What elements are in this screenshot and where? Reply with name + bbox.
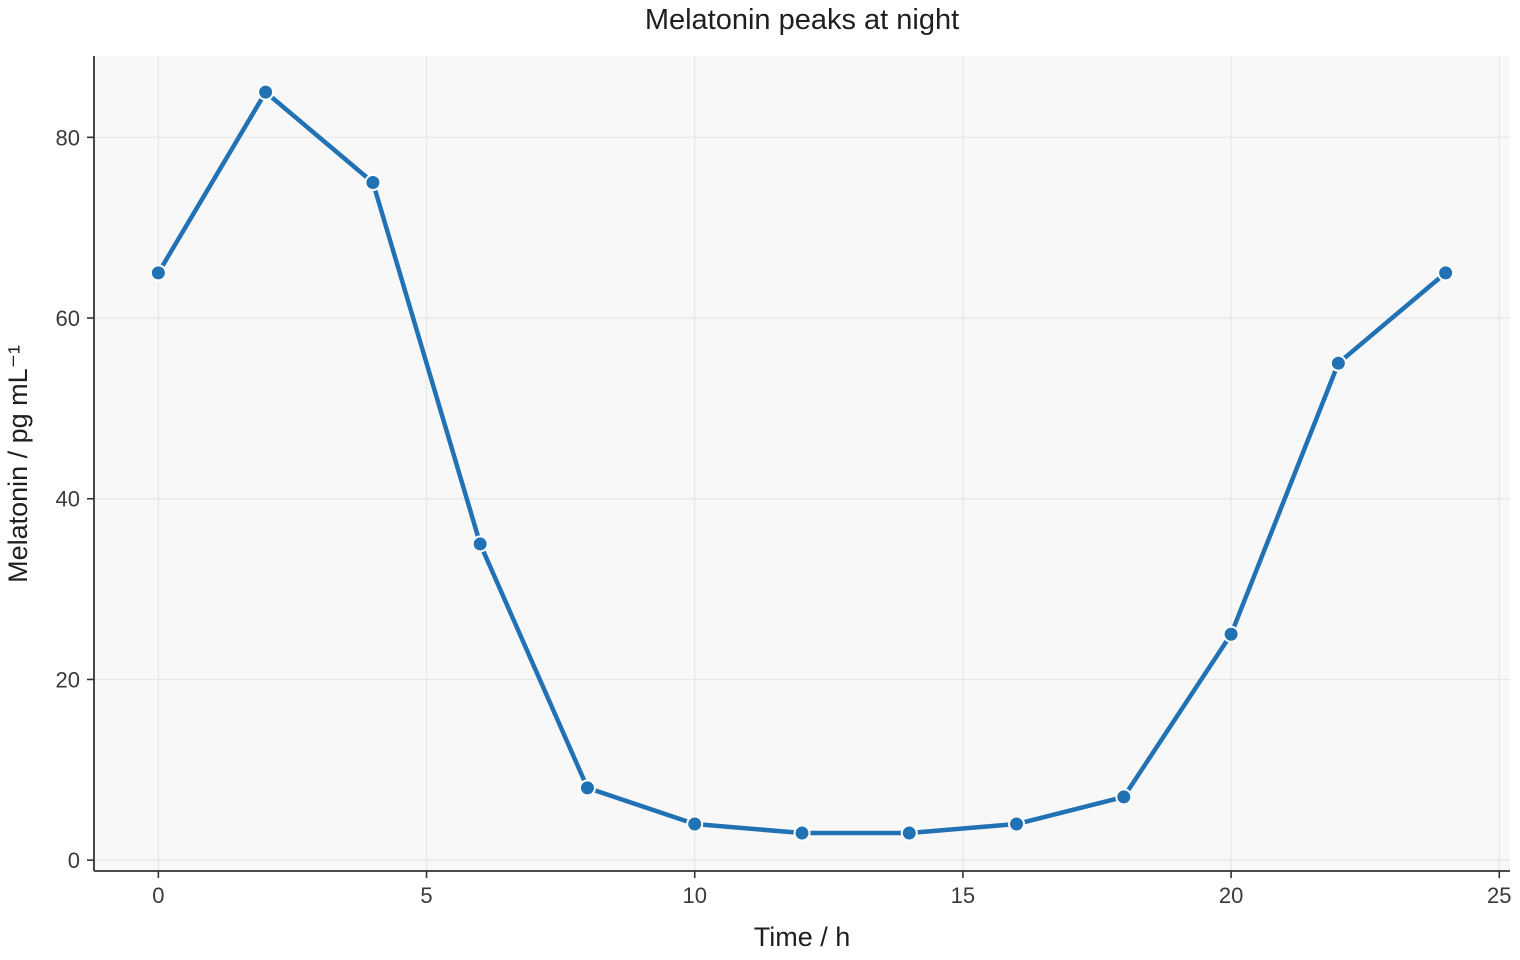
y-tick-label: 40 <box>56 487 80 512</box>
x-tick-label: 5 <box>420 883 432 908</box>
x-axis-label: Time / h <box>754 922 851 952</box>
data-point <box>1329 354 1347 372</box>
plot-area <box>94 56 1510 871</box>
y-tick-label: 20 <box>56 667 80 692</box>
data-point <box>471 535 489 553</box>
data-point <box>1437 264 1455 282</box>
chart-title: Melatonin peaks at night <box>645 4 959 36</box>
data-point <box>1222 625 1240 643</box>
y-axis-label: Melatonin / pg mL⁻¹ <box>3 345 33 583</box>
data-point <box>1115 788 1133 806</box>
x-tick-label: 25 <box>1487 883 1511 908</box>
data-point <box>686 815 704 833</box>
axes <box>93 56 1510 872</box>
data-point <box>900 824 918 842</box>
data-point <box>364 173 382 191</box>
series <box>149 83 1455 842</box>
data-point <box>1008 815 1026 833</box>
data-point <box>793 824 811 842</box>
x-tick-label: 10 <box>682 883 706 908</box>
grid <box>94 56 1510 871</box>
ticks: 0 5 10 15 20 25 0 20 40 60 80 <box>56 125 1512 908</box>
y-tick-label: 60 <box>56 306 80 331</box>
x-tick-label: 0 <box>152 883 164 908</box>
y-tick-label: 80 <box>56 125 80 150</box>
data-point <box>149 264 167 282</box>
data-point <box>257 83 275 101</box>
data-point <box>578 779 596 797</box>
y-tick-label: 0 <box>68 848 80 873</box>
x-tick-label: 15 <box>951 883 975 908</box>
x-tick-label: 20 <box>1219 883 1243 908</box>
